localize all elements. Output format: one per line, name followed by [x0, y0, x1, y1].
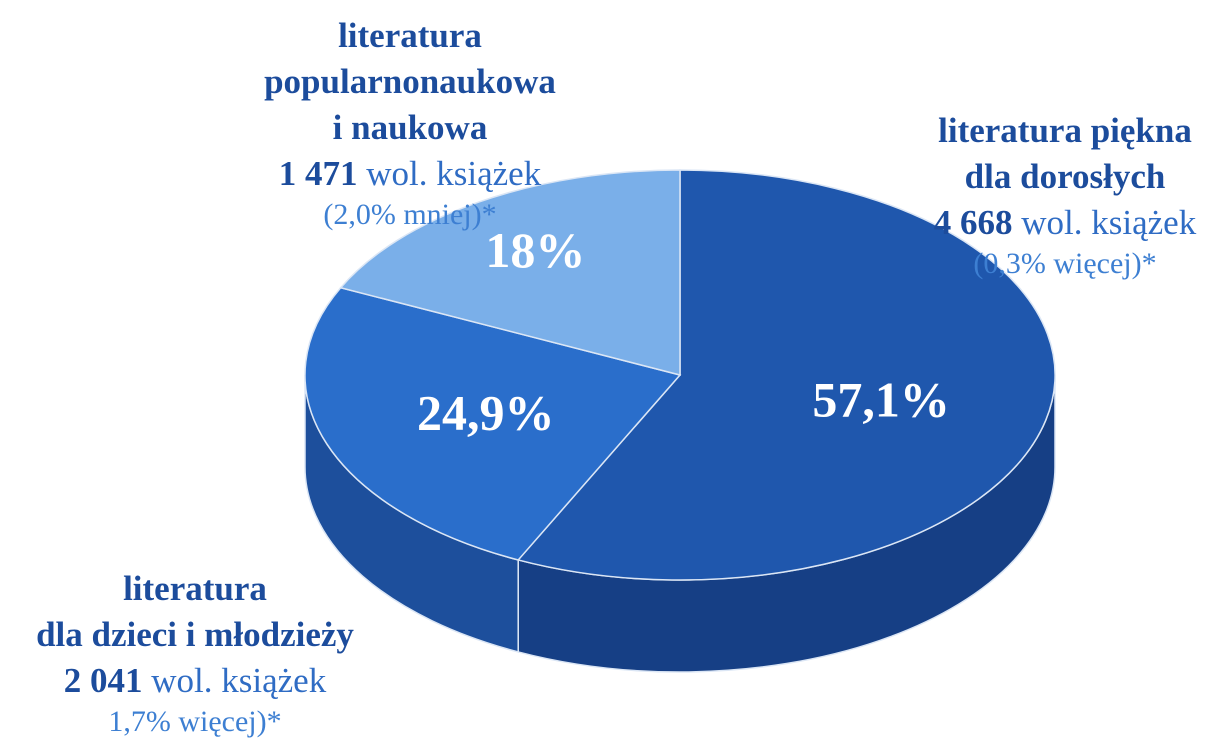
slice — [516, 169, 1056, 581]
change-label: 1,7% więcej)* — [108, 705, 281, 738]
change-label: (0,3% więcej)* — [973, 247, 1156, 280]
category-label: i naukowa — [333, 108, 488, 147]
slice — [339, 169, 681, 376]
unit: wol. książek — [366, 154, 541, 193]
category-label: literatura — [338, 16, 482, 55]
change-label: (2,0% mniej)* — [323, 198, 496, 231]
count-label: 4 668 wol. książek — [934, 203, 1197, 242]
value-label: 18% — [485, 222, 585, 278]
count-label: 1 471 wol. książek — [279, 154, 542, 193]
unit: wol. książek — [151, 661, 326, 700]
count: 2 041 — [64, 661, 143, 700]
count-label: 2 041 wol. książek — [64, 661, 327, 700]
category-label: dla dorosłych — [965, 157, 1166, 196]
slice — [304, 286, 682, 561]
value-label: 57,1% — [812, 371, 950, 427]
category-label: popularnonaukowa — [264, 62, 556, 101]
count: 1 471 — [279, 154, 358, 193]
unit: wol. książek — [1021, 203, 1196, 242]
category-label: literatura piękna — [938, 111, 1192, 150]
category-label: dla dzieci i młodzieży — [36, 615, 354, 654]
count: 4 668 — [934, 203, 1013, 242]
category-label: literatura — [123, 569, 267, 608]
value-label: 24,9% — [417, 384, 555, 440]
